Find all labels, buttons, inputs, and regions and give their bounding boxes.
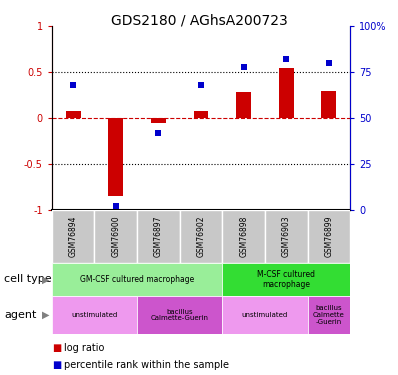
Bar [137,210,179,262]
Bar [52,262,222,296]
Text: GDS2180 / AGhsA200723: GDS2180 / AGhsA200723 [111,13,287,27]
Text: GSM76903: GSM76903 [282,215,291,257]
Text: GSM76900: GSM76900 [111,215,120,257]
Bar [279,68,294,118]
Text: percentile rank within the sample: percentile rank within the sample [64,360,229,370]
Text: unstimulated: unstimulated [71,312,117,318]
Text: GSM76899: GSM76899 [324,216,334,257]
Text: log ratio: log ratio [64,343,104,353]
Bar [108,118,123,196]
Bar [322,91,336,118]
Bar [222,262,350,296]
Text: bacillus
Calmette
-Guerin: bacillus Calmette -Guerin [313,305,345,325]
Bar [308,210,350,262]
Bar [66,111,80,118]
Text: GM-CSF cultured macrophage: GM-CSF cultured macrophage [80,275,194,284]
Text: cell type: cell type [4,274,52,284]
Bar [222,296,308,334]
Bar [265,210,308,262]
Bar [151,118,166,123]
Bar [179,210,222,262]
Text: ■: ■ [52,360,61,370]
Text: agent: agent [4,310,36,320]
Bar [94,210,137,262]
Text: unstimulated: unstimulated [242,312,288,318]
Text: bacillus
Calmette-Guerin: bacillus Calmette-Guerin [151,309,209,321]
Text: GSM76894: GSM76894 [68,216,78,257]
Text: GSM76897: GSM76897 [154,216,163,257]
Bar [236,92,251,118]
Text: GSM76902: GSM76902 [197,216,205,257]
Text: GSM76898: GSM76898 [239,216,248,257]
Text: M-CSF cultured
macrophage: M-CSF cultured macrophage [257,270,315,289]
Bar [308,296,350,334]
Bar [52,296,137,334]
Bar [222,210,265,262]
Bar [193,111,209,118]
Text: ▶: ▶ [42,274,50,284]
Bar [137,296,222,334]
Text: ▶: ▶ [42,310,50,320]
Bar [52,210,94,262]
Text: ■: ■ [52,343,61,353]
